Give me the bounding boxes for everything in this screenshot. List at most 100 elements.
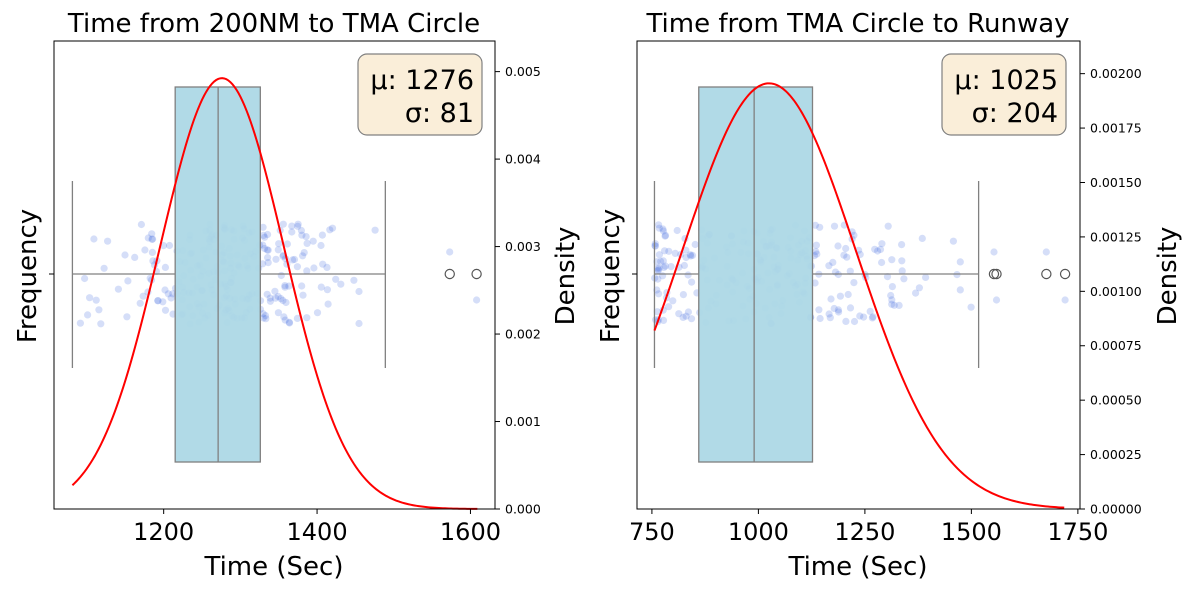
data-point [154, 297, 162, 305]
outlier-point [988, 268, 1000, 280]
data-point [956, 258, 964, 266]
data-point [148, 248, 156, 256]
chart-panel-left: Time from 200NM to TMA Circle Time (Sec)… [13, 9, 581, 582]
data-point [655, 221, 663, 229]
data-point [303, 314, 311, 322]
data-point [874, 247, 882, 255]
data-point [825, 262, 833, 270]
chart-title: Time from 200NM to TMA Circle [67, 9, 480, 39]
data-point [149, 257, 157, 265]
data-point [661, 231, 670, 239]
data-point [850, 279, 858, 287]
data-point [967, 303, 975, 311]
data-point [121, 251, 129, 259]
data-point [283, 240, 291, 248]
data-point [869, 313, 877, 321]
data-point [840, 251, 848, 259]
data-point [842, 317, 850, 325]
data-point [264, 230, 272, 239]
data-point [878, 258, 886, 267]
data-point [298, 231, 306, 239]
data-point [317, 241, 325, 250]
data-point [898, 257, 906, 265]
data-point [310, 264, 318, 272]
data-point [665, 247, 673, 255]
data-point [259, 231, 268, 239]
data-point [259, 314, 267, 322]
data-point [655, 251, 664, 259]
data-point [665, 303, 673, 311]
data-point [261, 233, 269, 241]
data-point [912, 289, 920, 297]
outlier-point [444, 268, 455, 280]
y2-tick-label: 0.00000 [1090, 502, 1142, 517]
data-point [123, 313, 131, 321]
data-point [883, 273, 892, 281]
data-point [95, 306, 103, 314]
data-point [288, 228, 296, 236]
data-point [131, 253, 139, 261]
data-point [655, 224, 663, 232]
data-point [680, 261, 689, 270]
data-point [661, 262, 670, 270]
data-point [289, 256, 297, 264]
data-point [279, 296, 287, 305]
data-point [900, 275, 908, 283]
data-point [259, 310, 267, 318]
data-point [318, 231, 326, 239]
data-point [813, 250, 821, 258]
data-point [659, 257, 667, 265]
data-point [285, 319, 294, 327]
data-point [281, 316, 289, 324]
data-point [827, 295, 835, 303]
y2-tick-label: 0.00175 [1090, 121, 1142, 136]
data-point [261, 312, 270, 320]
data-point [264, 259, 272, 267]
data-point [264, 246, 272, 254]
data-point [81, 274, 89, 283]
data-point [144, 234, 152, 242]
data-point [266, 297, 274, 305]
data-point [355, 319, 363, 328]
stats-box-background [941, 53, 1067, 136]
y2-tick-label: 0.002 [505, 327, 541, 342]
data-point [835, 308, 843, 316]
data-point [266, 294, 274, 302]
stats-sigma-text: σ: 204 [972, 98, 1058, 129]
x-tick-label: 1200 [133, 518, 194, 546]
y2-axis-label: Density [1153, 227, 1183, 326]
data-point [661, 232, 669, 240]
stats-box-background [357, 53, 483, 136]
data-point [161, 263, 169, 271]
data-point [285, 318, 293, 326]
data-point [281, 283, 289, 291]
data-point [884, 222, 892, 230]
outlier-point [1041, 268, 1052, 280]
data-point [659, 316, 668, 324]
data-point [888, 283, 897, 291]
data-point [826, 314, 834, 322]
data-point [114, 285, 122, 293]
y2-tick-label: 0.005 [505, 64, 541, 79]
data-point [84, 311, 92, 319]
data-point [679, 313, 687, 321]
data-point [263, 246, 271, 254]
y2-axis-label: Density [551, 227, 581, 326]
data-point [844, 290, 852, 299]
data-point [846, 267, 854, 275]
data-point [332, 275, 340, 283]
data-point [272, 255, 280, 263]
data-point [260, 244, 269, 253]
data-point [317, 283, 325, 291]
data-point [324, 300, 332, 308]
data-point [687, 252, 695, 260]
data-point [297, 226, 305, 235]
data-point [675, 310, 683, 318]
stats-mean-text: μ: 1025 [954, 65, 1058, 96]
x-tick-label: 750 [629, 518, 675, 546]
data-point [888, 296, 896, 304]
data-point [653, 308, 661, 316]
data-point [651, 240, 659, 248]
plot-area: 1200 1400 1600 0.000 0.001 0.002 0.003 0.004 0.0… [49, 40, 541, 546]
outlier-point [471, 268, 482, 280]
